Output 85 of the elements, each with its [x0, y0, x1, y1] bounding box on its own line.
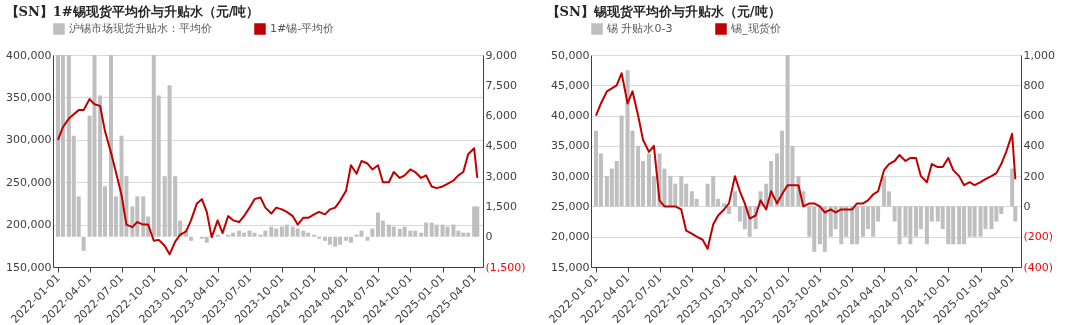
bar	[434, 224, 439, 237]
bar	[359, 230, 364, 237]
legend-label: 沪锡市场现货升贴水：平均价	[69, 22, 212, 35]
legend-label: 锡 升贴水0-3	[606, 22, 673, 35]
bar	[237, 230, 242, 237]
bar	[370, 228, 375, 237]
y-tick-label: 30,000	[551, 169, 590, 183]
bar	[619, 115, 624, 207]
bar	[141, 196, 146, 237]
y-tick-label: 250,000	[6, 175, 52, 189]
y2-tick-label: 0	[485, 230, 493, 244]
bar	[204, 236, 209, 243]
chart-title: 【SN】锡现货平均价与升贴水（元/吨）	[546, 4, 781, 19]
bar	[861, 206, 866, 237]
bar	[882, 176, 887, 207]
y-tick-label: 50,000	[551, 48, 590, 62]
bar	[822, 206, 827, 252]
line-series	[57, 98, 479, 256]
bar	[317, 236, 322, 239]
y2-tick-label: 400	[1023, 139, 1045, 153]
y2-tick-label: 800	[1023, 78, 1045, 92]
bar	[269, 226, 274, 237]
bar	[726, 206, 731, 214]
chart-title: 【SN】1#锡现货平均价与升贴水（元/吨）	[5, 4, 260, 19]
y2-tick-label: 9,000	[485, 48, 517, 62]
bar	[972, 206, 977, 237]
y-tick-label: 400,000	[6, 48, 52, 62]
bar	[344, 236, 349, 241]
y2-tick-label: 6,000	[485, 109, 517, 123]
y2-tick-label: (1,500)	[485, 260, 526, 274]
bar	[636, 145, 641, 207]
y-tick-label: 35,000	[551, 139, 590, 153]
bar	[98, 95, 103, 237]
y-tick-label: 350,000	[6, 90, 52, 104]
bar	[92, 55, 97, 237]
bar	[391, 226, 396, 237]
bar	[679, 176, 684, 207]
legend-label: 1#锡-平均价	[270, 22, 335, 35]
bar	[732, 191, 737, 207]
bar	[365, 236, 370, 241]
y2-tick-label: 0	[1023, 199, 1031, 213]
y-tick-label: 45,000	[551, 78, 590, 92]
y-tick-label: 40,000	[551, 109, 590, 123]
y-tick-label: 150,000	[6, 260, 52, 274]
bar	[60, 55, 65, 237]
bar	[348, 236, 353, 243]
bar	[625, 70, 630, 207]
y2-tick-label: 7,500	[485, 78, 517, 92]
bar	[81, 236, 86, 251]
bar	[978, 206, 983, 237]
bar	[226, 234, 231, 237]
bar	[241, 232, 246, 237]
bar	[323, 236, 328, 241]
bar	[445, 226, 450, 237]
y2-tick-label: (400)	[1023, 260, 1054, 274]
bar	[258, 234, 263, 237]
y2-tick-label: 1,500	[485, 199, 517, 213]
bar	[188, 236, 193, 241]
y2-tick-label: 600	[1023, 109, 1045, 123]
bar	[451, 224, 456, 237]
bar	[668, 176, 673, 207]
y2-tick-label: 3,000	[485, 169, 517, 183]
bar	[850, 206, 855, 245]
line-series	[595, 72, 1017, 250]
y2-tick-label: (200)	[1023, 230, 1054, 244]
bar	[215, 234, 220, 237]
y2-tick-label: 4,500	[485, 139, 517, 153]
y-tick-label: 20,000	[551, 230, 590, 244]
bar	[957, 206, 962, 245]
bar	[284, 224, 289, 237]
y2-tick-label: 1,000	[1023, 48, 1055, 62]
bar	[989, 206, 994, 230]
bar	[785, 55, 790, 207]
bar	[440, 224, 445, 237]
bar	[312, 234, 317, 237]
bar	[247, 230, 252, 237]
bar	[722, 203, 727, 207]
y-tick-label: 200,000	[6, 218, 52, 232]
bar	[252, 232, 257, 237]
y-tick-label: 300,000	[6, 133, 52, 147]
y-tick-label: 15,000	[551, 260, 590, 274]
y-tick-label: 25,000	[551, 199, 590, 213]
legend-label: 锡_现货价	[730, 22, 781, 35]
y2-tick-label: 200	[1023, 169, 1045, 183]
bar	[779, 130, 784, 207]
